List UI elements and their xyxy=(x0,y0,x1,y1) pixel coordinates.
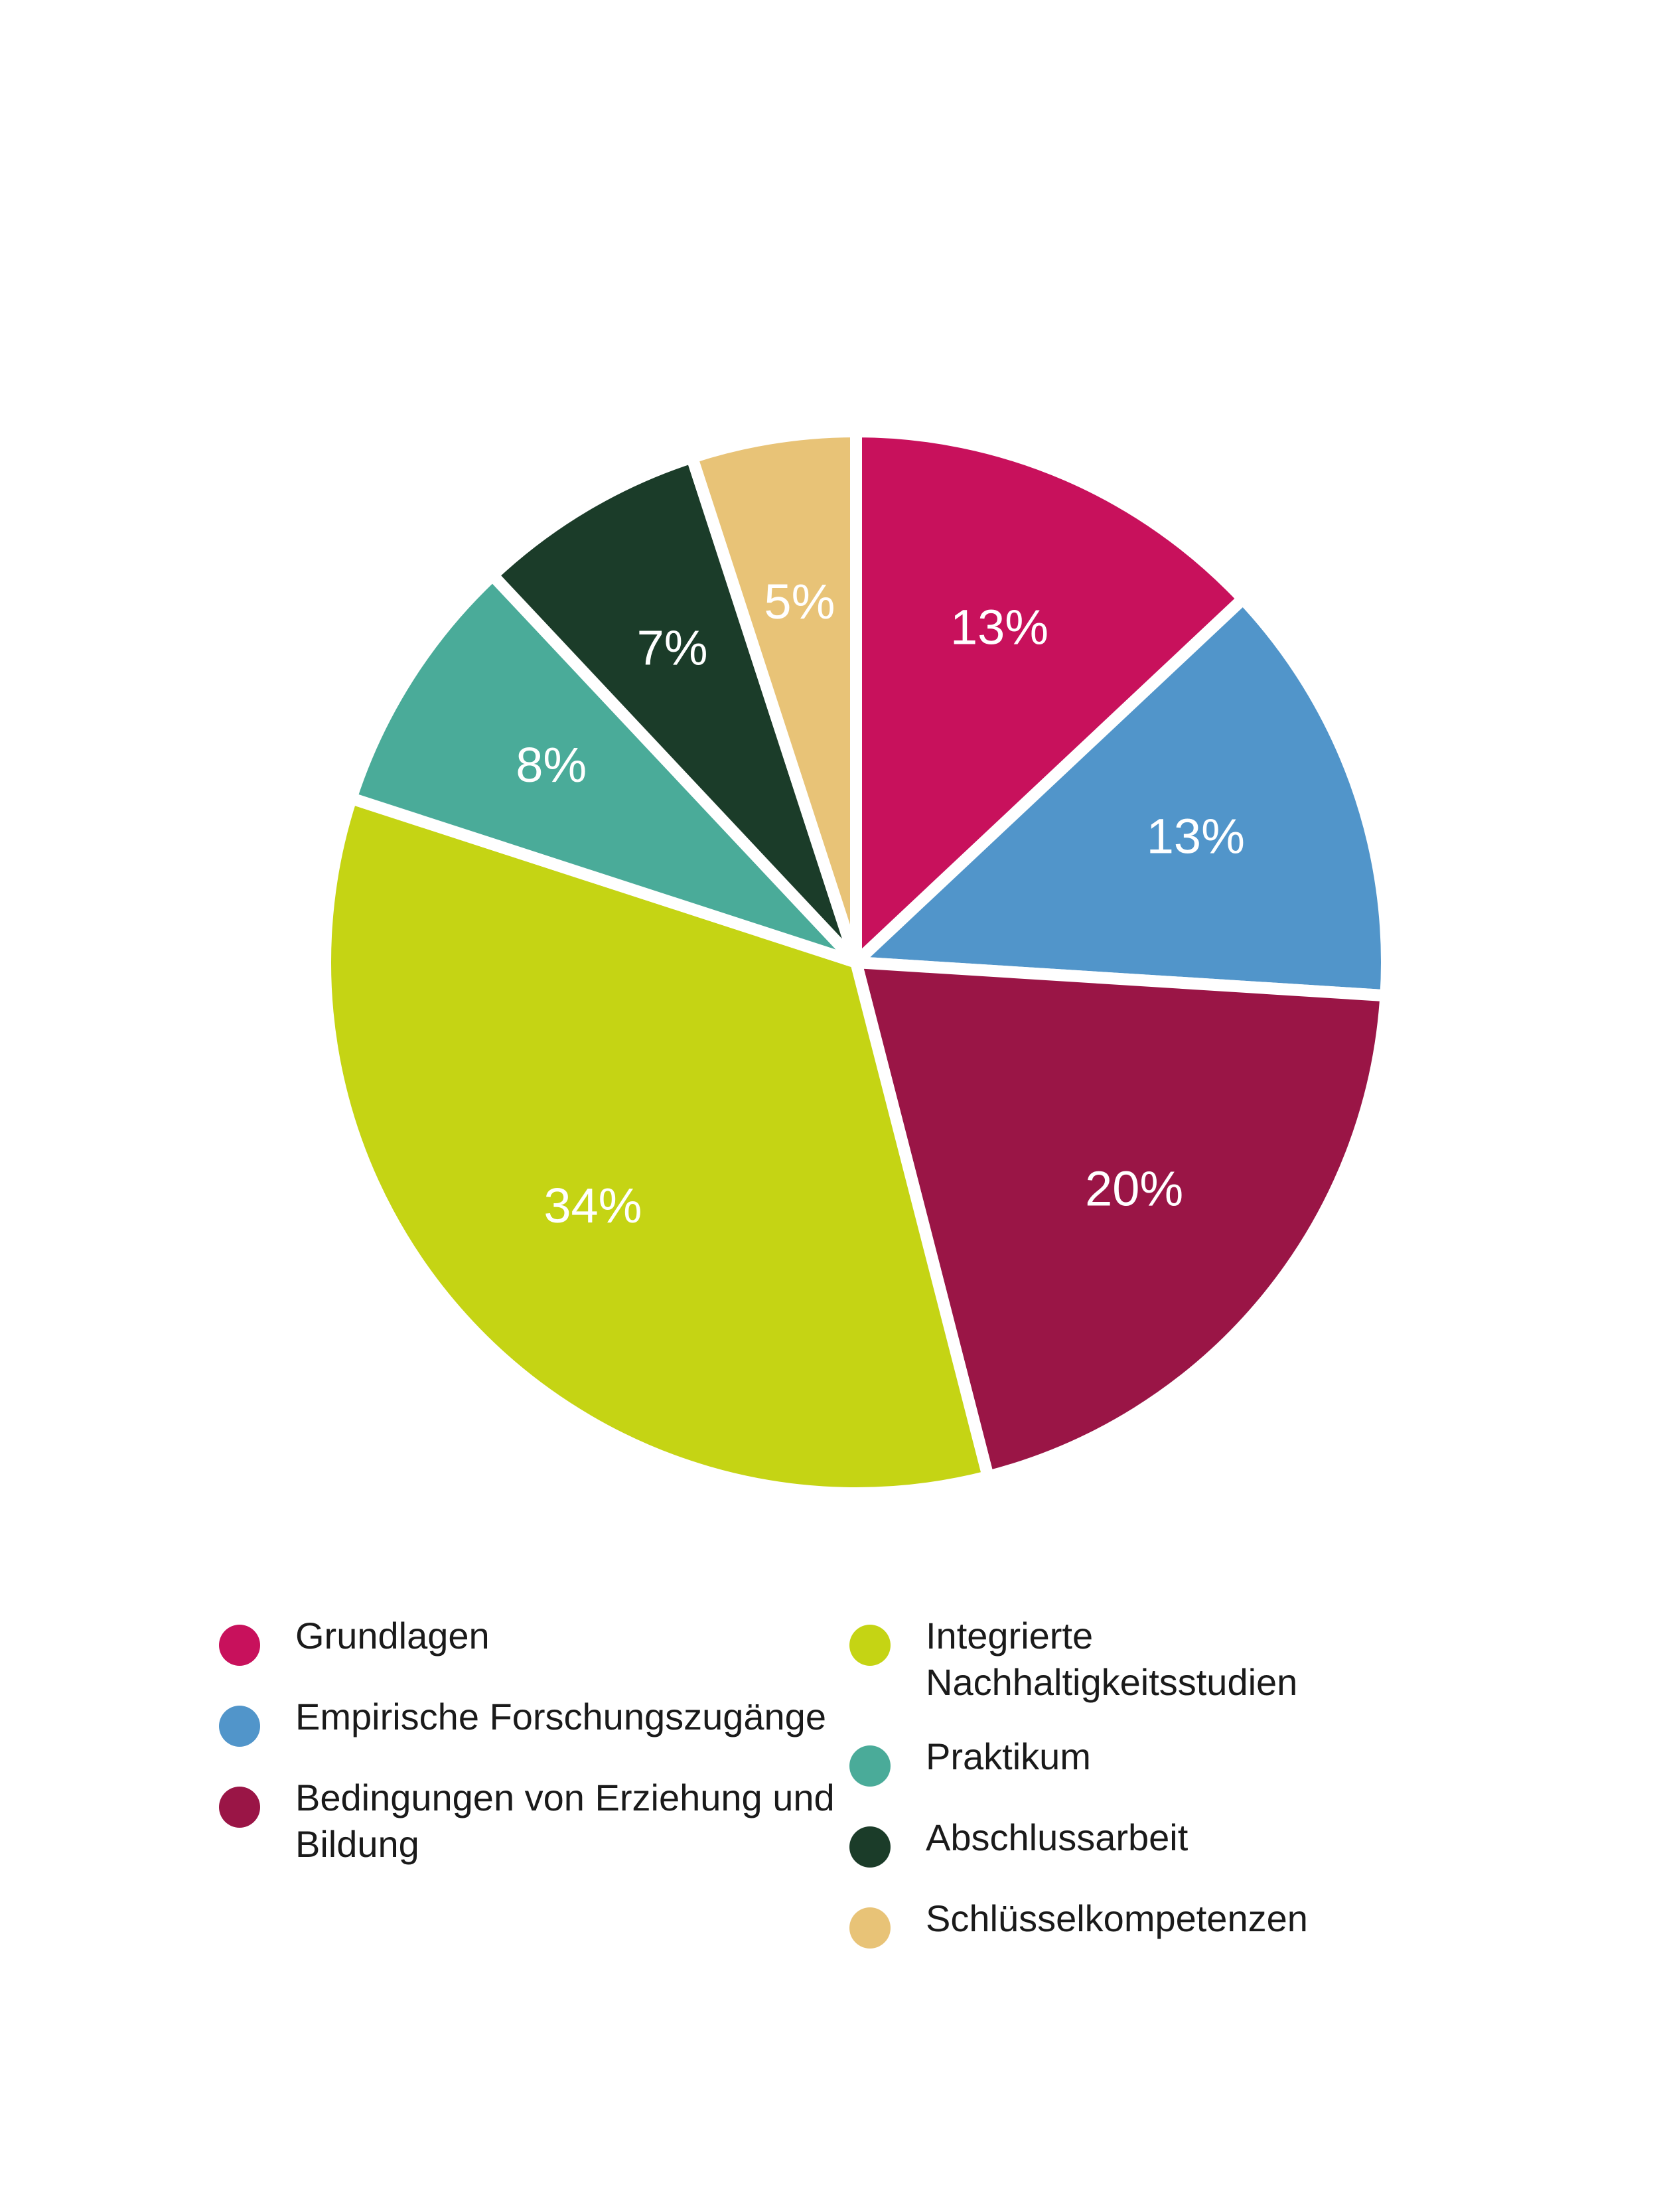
legend-swatch xyxy=(849,1907,891,1949)
legend-label: Grundlagen xyxy=(295,1615,490,1657)
legend-item-abschlussarbeit: Abschlussarbeit xyxy=(849,1814,1480,1868)
legend-column-right: Integrierte Nachhaltigkeitsstudien Prakt… xyxy=(849,1613,1480,1976)
legend-column-left: Grundlagen Empirische Forschungszugänge … xyxy=(219,1613,849,1976)
pie-slice-2 xyxy=(841,590,1393,1002)
legend-label: Bedingungen von Erziehung und Bildung xyxy=(295,1777,835,1865)
pie-slice-label-3: 20% xyxy=(1085,1161,1183,1216)
legend-item-praktikum: Praktikum xyxy=(849,1733,1480,1787)
pie-slice-label-2: 13% xyxy=(1147,808,1245,863)
legend: Grundlagen Empirische Forschungszugänge … xyxy=(219,1613,1480,1976)
pie-slice-6 xyxy=(484,449,862,967)
legend-swatch xyxy=(219,1706,260,1747)
legend-item-grundlagen: Grundlagen xyxy=(219,1613,849,1666)
legend-swatch xyxy=(849,1745,891,1787)
legend-label: Schlüsselkompetenzen xyxy=(926,1897,1308,1939)
pie-slice-5 xyxy=(343,567,861,968)
pie-slice-label-4: 34% xyxy=(543,1178,642,1233)
pie-slice-label-6: 7% xyxy=(637,620,708,675)
legend-label: Praktikum xyxy=(926,1735,1091,1777)
pie-slice-4 xyxy=(319,790,995,1499)
legend-swatch xyxy=(219,1787,260,1828)
pie-labels: 13% 13% 20% 34% 8% 7% 5% xyxy=(516,574,1245,1233)
pie-slice-label-7: 5% xyxy=(764,574,835,629)
pie-slice-label-5: 8% xyxy=(516,737,587,792)
pie-slices xyxy=(319,425,1393,1499)
pie-slice-3 xyxy=(848,956,1392,1484)
legend-label: Empirische Forschungszugänge xyxy=(295,1696,826,1737)
legend-swatch xyxy=(849,1826,891,1868)
legend-item-empirische-forschungszugaenge: Empirische Forschungszugänge xyxy=(219,1694,849,1747)
legend-item-integrierte-nachhaltigkeitsstudien: Integrierte Nachhaltigkeitsstudien xyxy=(849,1613,1480,1706)
pie-slice-1 xyxy=(850,425,1252,976)
legend-item-schluesselkompetenzen: Schlüsselkompetenzen xyxy=(849,1895,1480,1949)
pie-slice-7 xyxy=(684,425,862,964)
legend-label: Integrierte Nachhaltigkeitsstudien xyxy=(926,1615,1298,1703)
legend-label: Abschlussarbeit xyxy=(926,1816,1189,1858)
legend-item-bedingungen: Bedingungen von Erziehung und Bildung xyxy=(219,1775,849,1868)
legend-swatch xyxy=(849,1625,891,1666)
pie-slice-label-1: 13% xyxy=(950,599,1048,654)
legend-swatch xyxy=(219,1625,260,1666)
